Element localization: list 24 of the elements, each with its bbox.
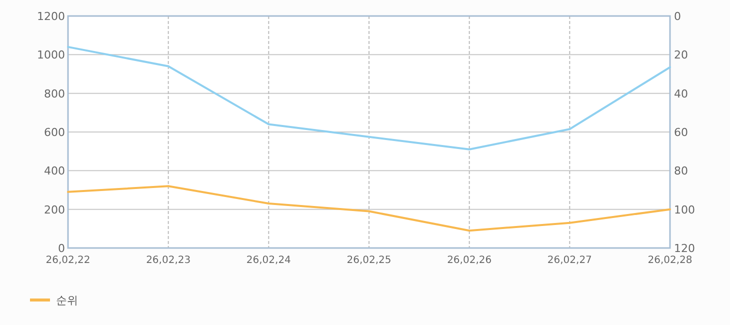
x-tick-label: 26,02,25 bbox=[346, 255, 392, 266]
x-tick-label: 26,02,28 bbox=[648, 255, 692, 266]
x-tick-label: 26,02,22 bbox=[46, 255, 90, 266]
y2-tick-label: 0 bbox=[674, 10, 681, 23]
y-tick-label: 1200 bbox=[37, 10, 65, 23]
y2-tick-label: 100 bbox=[674, 203, 695, 216]
y2-tick-label: 40 bbox=[674, 87, 688, 100]
y-tick-label: 400 bbox=[44, 164, 65, 178]
line-series bbox=[67, 185, 671, 232]
y2-tick-label: 20 bbox=[674, 48, 688, 62]
y2-tick-label: 80 bbox=[674, 164, 688, 178]
y2-tick-label: 120 bbox=[674, 242, 695, 255]
x-tick-label: 26,02,23 bbox=[146, 255, 191, 266]
x-tick-label: 26,02,27 bbox=[547, 255, 592, 266]
y-tick-label: 1000 bbox=[37, 48, 65, 62]
legend-label: 순위 bbox=[56, 294, 78, 307]
x-tick-label: 26,02,24 bbox=[246, 255, 291, 266]
y-tick-label: 800 bbox=[44, 87, 65, 100]
y-tick-label: 200 bbox=[44, 203, 65, 216]
x-tick-label: 26,02,26 bbox=[447, 255, 492, 266]
y-tick-label: 600 bbox=[44, 126, 65, 139]
line-series bbox=[67, 46, 671, 150]
y2-tick-label: 60 bbox=[674, 126, 688, 139]
y-tick-label: 0 bbox=[58, 242, 65, 255]
